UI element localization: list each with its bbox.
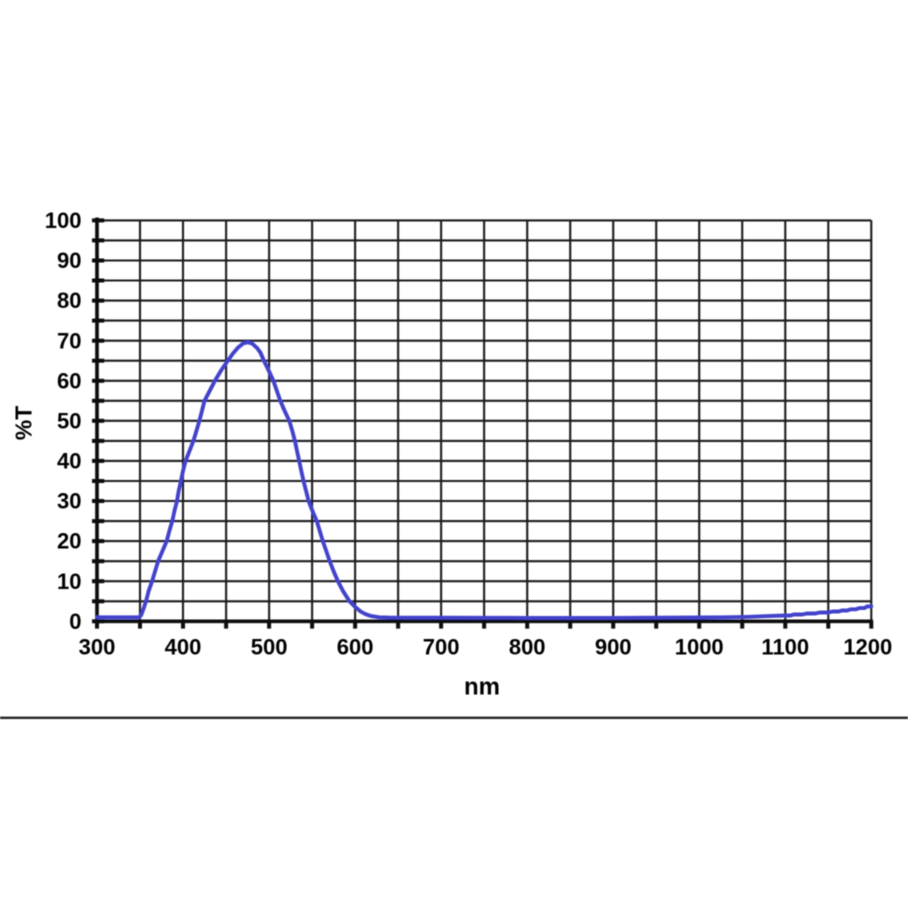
svg-text:1100: 1100 (761, 635, 809, 660)
svg-text:20: 20 (57, 529, 81, 554)
svg-text:10: 10 (57, 569, 81, 594)
svg-text:100: 100 (45, 208, 82, 233)
svg-text:900: 900 (595, 635, 632, 660)
svg-text:30: 30 (57, 489, 81, 514)
svg-text:nm: nm (464, 674, 500, 701)
svg-text:1200: 1200 (843, 635, 892, 660)
svg-text:800: 800 (509, 635, 546, 660)
svg-text:300: 300 (79, 635, 116, 660)
svg-text:90: 90 (57, 248, 81, 273)
svg-text:700: 700 (423, 635, 460, 660)
svg-text:60: 60 (57, 368, 81, 393)
svg-text:50: 50 (57, 408, 81, 433)
svg-text:400: 400 (165, 635, 202, 660)
svg-text:%T: %T (11, 406, 37, 441)
svg-text:40: 40 (57, 449, 81, 474)
svg-text:80: 80 (57, 288, 81, 313)
svg-text:0: 0 (69, 609, 81, 634)
svg-text:500: 500 (251, 635, 288, 660)
svg-text:600: 600 (337, 635, 374, 660)
svg-text:70: 70 (57, 328, 81, 353)
svg-text:1000: 1000 (675, 635, 724, 660)
